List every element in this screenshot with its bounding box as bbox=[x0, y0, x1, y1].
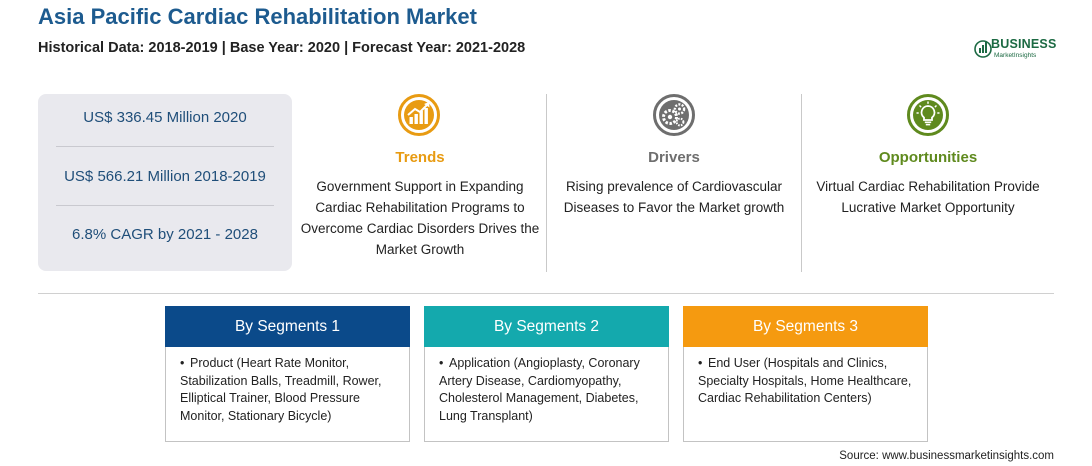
source-credit: Source: www.businessmarketinsights.com bbox=[839, 450, 1054, 462]
segment-box-1: By Segments 1 • Product (Heart Rate Monit… bbox=[165, 306, 410, 442]
segment-1-text: Product (Heart Rate Monitor, Stabilizati… bbox=[180, 356, 382, 423]
segment-2-item: • Application (Angioplasty, Coronary Arte… bbox=[439, 356, 640, 423]
column-divider bbox=[546, 94, 547, 272]
trends-text: Government Support in Expanding Cardiac … bbox=[300, 179, 540, 257]
stat-market-value-2020: US$ 336.45 Million 2020 bbox=[83, 109, 247, 126]
logo-wordmark: BUSINESS bbox=[991, 37, 1057, 51]
section-divider bbox=[38, 293, 1054, 294]
opportunities-title: Opportunities bbox=[878, 149, 978, 166]
trend-chart-icon bbox=[398, 94, 440, 136]
segment-2-text: Application (Angioplasty, Coronary Arter… bbox=[439, 356, 640, 423]
segment-box-2: By Segments 2 • Application (Angioplasty,… bbox=[424, 306, 669, 442]
column-divider bbox=[801, 94, 802, 272]
opportunities-text: Virtual Cardiac Rehabilitation Provide L… bbox=[816, 179, 1040, 215]
segment-3-text: End User (Hospitals and Clinics, Special… bbox=[698, 356, 912, 405]
market-stats-panel: US$ 336.45 Million 2020 US$ 566.21 Milli… bbox=[38, 94, 292, 271]
drivers-text: Rising prevalence of Cardiovascular Dise… bbox=[563, 179, 785, 215]
segment-2-title: By Segments 2 bbox=[424, 306, 669, 347]
page-title: Asia Pacific Cardiac Rehabilitation Mark… bbox=[38, 4, 477, 29]
stat-divider bbox=[56, 146, 274, 147]
segment-3-item: • End User (Hospitals and Clinics, Specia… bbox=[698, 356, 912, 405]
drivers-title: Drivers bbox=[648, 149, 700, 166]
segment-1-title: By Segments 1 bbox=[165, 306, 410, 347]
business-market-insights-logo: BUSINESS MarketInsights bbox=[974, 36, 1064, 64]
stat-cagr: 6.8% CAGR by 2021 - 2028 bbox=[72, 226, 258, 243]
trends-title: Trends bbox=[395, 149, 445, 166]
segment-3-title: By Segments 3 bbox=[683, 306, 928, 347]
segment-box-3: By Segments 3 • End User (Hospitals and C… bbox=[683, 306, 928, 442]
stat-market-value-2018-2019: US$ 566.21 Million 2018-2019 bbox=[64, 168, 266, 185]
logo-chart-icon bbox=[974, 40, 992, 58]
stat-divider bbox=[56, 205, 274, 206]
lightbulb-icon bbox=[907, 94, 949, 136]
page-subtitle: Historical Data: 2018-2019 | Base Year: … bbox=[38, 40, 526, 56]
gears-icon bbox=[653, 94, 695, 136]
logo-tagline: MarketInsights bbox=[994, 52, 1037, 59]
segment-1-item: • Product (Heart Rate Monitor, Stabilizat… bbox=[180, 356, 382, 423]
